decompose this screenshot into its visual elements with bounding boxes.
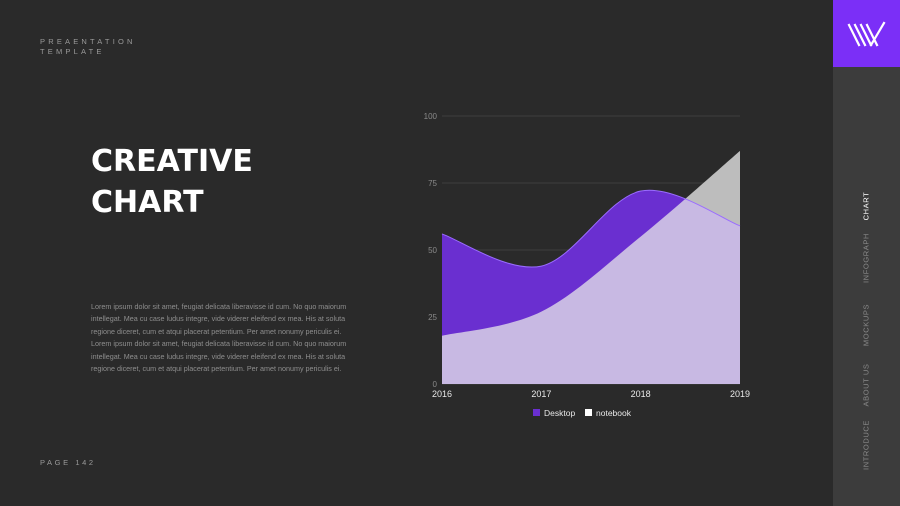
brand-line-1: PREAENTATION xyxy=(40,37,136,46)
nav-item-chart[interactable]: CHART xyxy=(861,191,871,221)
slide: PREAENTATION TEMPLATE CREATIVE CHART Lor… xyxy=(40,37,751,467)
nav-item-about-us[interactable]: ABOUT US xyxy=(861,363,871,407)
y-tick-label-100: 100 xyxy=(424,112,438,121)
legend-swatch-desktop xyxy=(533,409,540,416)
y-tick-label-75: 75 xyxy=(428,179,437,188)
x-tick-label-2018: 2018 xyxy=(631,389,651,399)
legend-swatch-notebook xyxy=(585,409,592,416)
brand-line-2: TEMPLATE xyxy=(40,47,105,56)
notebook-area xyxy=(442,190,740,384)
slide-title: CREATIVE CHART xyxy=(91,141,253,223)
title-line-1: CREATIVE xyxy=(91,144,253,179)
nav-item-introduce[interactable]: INTRODUCE xyxy=(861,420,871,470)
y-tick-label-50: 50 xyxy=(428,246,437,255)
nav-item-infograph[interactable]: INFOGRAPH xyxy=(861,233,871,283)
desktop-line xyxy=(441,189,741,268)
x-tick-label-2016: 2016 xyxy=(432,389,452,399)
logo-box[interactable] xyxy=(833,0,900,67)
body-paragraph: Lorem ipsum dolor sit amet, feugiat deli… xyxy=(91,302,347,374)
sidebar: CHART INFOGRAPH MOCKUPS ABOUT US INTRODU… xyxy=(833,0,900,506)
brand-label: PREAENTATION TEMPLATE xyxy=(40,37,136,57)
y-tick-label-25: 25 xyxy=(428,313,437,322)
x-tick-label-2019: 2019 xyxy=(730,389,750,399)
area-chart: 0 25 50 75 100 2016 2017 2018 2019 Desktop noteboo… xyxy=(424,112,750,418)
title-line-2: CHART xyxy=(91,185,204,220)
nav-item-mockups[interactable]: MOCKUPS xyxy=(861,303,871,347)
logo-icon xyxy=(847,20,886,47)
y-tick-label-0: 0 xyxy=(433,380,438,389)
legend-label-notebook: notebook xyxy=(596,408,632,418)
page-number: PAGE 142 xyxy=(40,458,96,467)
x-tick-label-2017: 2017 xyxy=(531,389,551,399)
legend-label-desktop: Desktop xyxy=(544,408,575,418)
